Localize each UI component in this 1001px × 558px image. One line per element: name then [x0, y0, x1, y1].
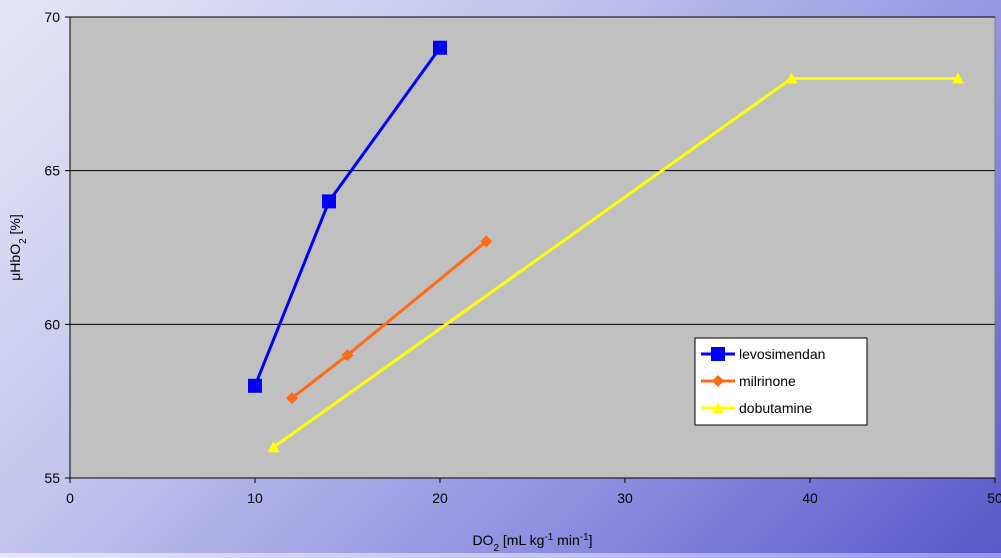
series-milrinone [286, 235, 493, 405]
y-tick-label-70: 70 [44, 9, 60, 25]
series-levosimendan [248, 40, 447, 393]
x-tick-label-0: 0 [66, 490, 74, 506]
legend-label-dobutamine: dobutamine [739, 400, 812, 416]
data-point-milrinone-1 [341, 349, 354, 362]
data-point-levosimendan-1 [322, 194, 336, 209]
legend-marker-milrinone [712, 375, 724, 387]
data-point-milrinone-0 [286, 392, 298, 405]
data-point-dobutamine-2 [952, 72, 964, 84]
data-point-levosimendan-0 [248, 378, 262, 393]
x-tick-label-30: 30 [617, 490, 633, 506]
x-axis-label: DO2 [mL kg-1 min-1] [472, 532, 592, 554]
y-tick-label-60: 60 [44, 316, 60, 332]
legend-item-levosimendan: levosimendan [701, 346, 825, 362]
legend-item-dobutamine: dobutamine [701, 400, 812, 416]
x-tick-label-20: 20 [432, 490, 448, 506]
legend-label-milrinone: milrinone [739, 373, 796, 389]
y-tick-label-55: 55 [44, 470, 60, 486]
data-point-dobutamine-0 [267, 441, 280, 453]
legend-marker-dobutamine [712, 402, 724, 413]
y-tick-label-65: 65 [44, 163, 60, 179]
y-axis-label: μHbO2 [%] [7, 214, 29, 281]
x-tick-label-10: 10 [247, 490, 263, 506]
data-point-milrinone-2 [480, 235, 493, 248]
legend-item-milrinone: milrinone [701, 373, 796, 389]
x-tick-label-40: 40 [802, 490, 818, 506]
data-point-levosimendan-2 [433, 40, 447, 55]
data-point-dobutamine-1 [785, 72, 798, 84]
x-tick-label-50: 50 [987, 490, 1001, 506]
legend-label-levosimendan: levosimendan [739, 346, 825, 362]
legend-marker-levosimendan [711, 347, 725, 361]
series-dobutamine [267, 72, 964, 453]
